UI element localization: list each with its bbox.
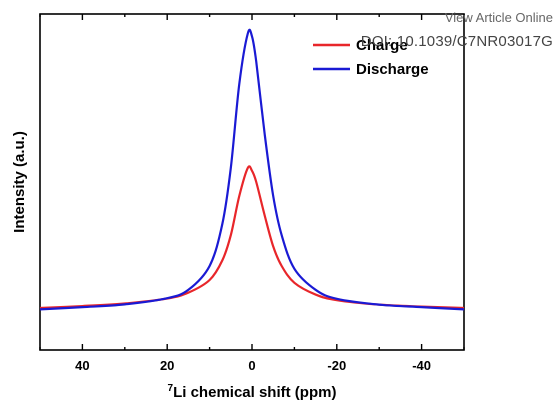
legend-label-charge: Charge xyxy=(356,37,408,54)
series-line-charge xyxy=(39,165,465,310)
x-axis-tick-labels: 40 20 0 -20 -40 xyxy=(75,358,431,373)
x-axis-ticks xyxy=(39,14,465,350)
view-article-online-watermark: View Article Online xyxy=(444,10,553,25)
legend: Charge Discharge xyxy=(313,37,429,78)
legend-label-discharge: Discharge xyxy=(356,61,429,78)
x-tick-label-0: 0 xyxy=(248,358,255,373)
x-tick-label-20: 20 xyxy=(160,358,174,373)
x-tick-label--40: -40 xyxy=(412,358,431,373)
y-axis-title: Intensity (a.u.) xyxy=(11,131,28,233)
x-axis-title: 7Li chemical shift (ppm) xyxy=(168,383,337,401)
x-axis-title-text: Li chemical shift (ppm) xyxy=(173,384,336,401)
x-tick-label-40: 40 xyxy=(75,358,89,373)
series-layer xyxy=(39,28,465,311)
series-line-discharge xyxy=(39,28,465,311)
x-axis-title-superscript: 7 xyxy=(168,383,174,394)
x-tick-label--20: -20 xyxy=(327,358,346,373)
doi-watermark: DOI: 10.1039/C7NR03017G xyxy=(360,33,553,50)
